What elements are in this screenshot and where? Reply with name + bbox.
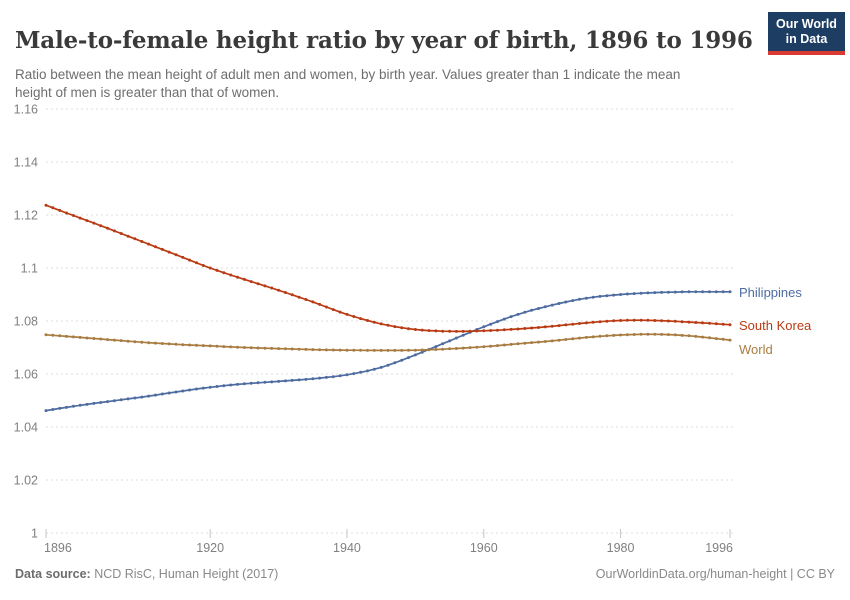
svg-text:1.12: 1.12 <box>14 209 38 223</box>
x-axis-labels: 1896 1920 1940 1960 1980 1996 <box>44 529 733 555</box>
chart-title: Male-to-female height ratio by year of b… <box>15 27 753 55</box>
y-axis-labels: 1 1.02 1.04 1.06 1.08 1.1 1.12 1.14 1.16 <box>14 103 38 541</box>
data-source: Data source: NCD RisC, Human Height (201… <box>15 567 278 581</box>
series-line-world <box>44 332 732 352</box>
svg-text:1.08: 1.08 <box>14 315 38 329</box>
svg-text:1940: 1940 <box>333 541 361 555</box>
series-label-south-korea[interactable]: South Korea <box>739 317 812 333</box>
series-label-world[interactable]: World <box>739 342 773 358</box>
series-label-philippines[interactable]: Philippines <box>739 284 802 300</box>
owid-credit-link[interactable]: OurWorldinData.org/human-height | CC BY <box>595 567 835 581</box>
svg-text:1960: 1960 <box>470 541 498 555</box>
svg-text:1.14: 1.14 <box>14 156 38 170</box>
data-source-label: Data source: <box>15 567 91 581</box>
svg-text:1.02: 1.02 <box>14 474 38 488</box>
svg-text:1.04: 1.04 <box>14 421 38 435</box>
chart-subtitle: Ratio between the mean height of adult m… <box>15 66 681 101</box>
owid-logo[interactable]: Our World in Data <box>768 12 845 55</box>
svg-text:1: 1 <box>31 527 38 541</box>
data-source-value: NCD RisC, Human Height (2017) <box>94 567 279 581</box>
series-line-south-korea <box>44 203 732 333</box>
svg-text:1.06: 1.06 <box>14 368 38 382</box>
owid-logo-line2: in Data <box>785 32 828 46</box>
svg-text:1920: 1920 <box>196 541 224 555</box>
svg-text:1996: 1996 <box>705 541 733 555</box>
owid-logo-line1: Our World <box>776 17 837 31</box>
svg-text:1896: 1896 <box>44 541 72 555</box>
svg-text:1.1: 1.1 <box>21 262 38 276</box>
series-line-philippines <box>44 290 732 413</box>
svg-text:1.16: 1.16 <box>14 103 38 117</box>
svg-text:1980: 1980 <box>607 541 635 555</box>
chart-footer: Data source: NCD RisC, Human Height (201… <box>15 567 835 581</box>
